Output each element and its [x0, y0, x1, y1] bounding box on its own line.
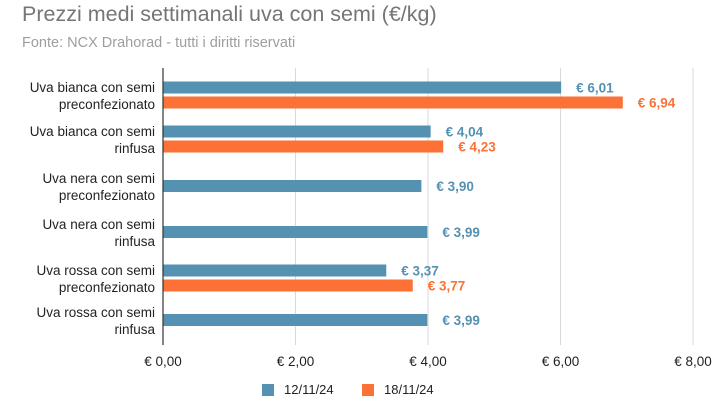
category-label: preconfezionato	[59, 97, 155, 112]
bar-series-2	[163, 140, 444, 153]
bar-series-1	[163, 81, 562, 94]
x-tick-label: € 6,00	[542, 354, 580, 369]
category-label: Uva rossa con semi	[36, 305, 155, 320]
data-label: € 3,99	[442, 225, 480, 240]
legend-label-series-2: 18/11/24	[384, 382, 434, 397]
bar-series-2	[163, 96, 623, 109]
bar-series-1	[163, 226, 428, 238]
bar-series-1	[163, 264, 387, 277]
bar-series-1	[163, 125, 431, 138]
legend-item-series-1: 12/11/24	[262, 382, 334, 397]
data-label: € 4,23	[458, 140, 496, 155]
data-label: € 3,37	[401, 264, 439, 279]
chart-title: Prezzi medi settimanali uva con semi (€/…	[22, 2, 437, 26]
legend-swatch-series-1	[262, 383, 274, 396]
legend-label-series-1: 12/11/24	[284, 382, 334, 397]
data-label: € 3,99	[442, 313, 480, 328]
data-label: € 3,90	[436, 179, 474, 194]
category-label: rinfusa	[114, 322, 155, 337]
bar-series-2	[163, 279, 413, 292]
chart-subtitle: Fonte: NCX Drahorad - tutti i diritti ri…	[22, 35, 296, 51]
data-label: € 6,01	[576, 81, 614, 96]
category-label: Uva bianca con semi	[30, 124, 155, 139]
data-label: € 3,77	[428, 279, 466, 294]
category-label: preconfezionato	[59, 280, 155, 295]
category-label: Uva rossa con semi	[36, 263, 155, 278]
category-label: Uva nera con semi	[42, 171, 155, 186]
legend-item-series-2: 18/11/24	[362, 382, 434, 397]
x-tick-label: € 4,00	[409, 354, 447, 369]
category-label: Uva nera con semi	[42, 217, 155, 232]
x-tick-label: € 8,00	[674, 354, 712, 369]
bar-series-1	[163, 314, 428, 326]
category-label: rinfusa	[114, 234, 155, 249]
category-label: preconfezionato	[59, 188, 155, 203]
legend-swatch-series-2	[362, 383, 374, 396]
x-tick-label: € 0,00	[144, 354, 182, 369]
x-tick-label: € 2,00	[277, 354, 315, 369]
category-label: Uva bianca con semi	[30, 80, 155, 95]
data-label: € 4,04	[446, 125, 484, 140]
bar-series-1	[163, 180, 422, 192]
category-label: rinfusa	[114, 141, 155, 156]
data-label: € 6,94	[638, 96, 676, 111]
